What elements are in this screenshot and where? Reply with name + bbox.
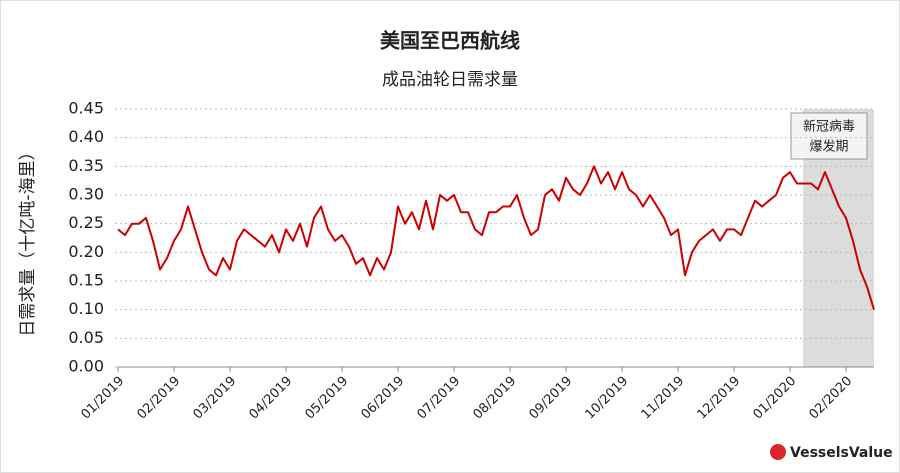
y-tick-label: 0.15 [68, 271, 104, 290]
y-tick-label: 0.10 [68, 299, 104, 318]
y-tick-label: 0.40 [68, 127, 104, 146]
chart-title: 美国至巴西航线 [380, 29, 520, 53]
logo-text: VesselsValue [790, 445, 893, 461]
y-tick-label: 0.30 [68, 185, 104, 204]
annotation-box [790, 112, 868, 160]
y-tick-label: 0.35 [68, 156, 104, 175]
y-axis-label: 日需求量（十亿吨-海里） [18, 143, 38, 336]
y-tick-label: 0.25 [68, 213, 104, 232]
y-tick-label: 0.05 [68, 328, 104, 347]
y-tick-label: 0.20 [68, 242, 104, 261]
data-line [117, 165, 875, 310]
y-tick-label: 0.00 [68, 357, 104, 376]
annotation-text: 爆发期 [809, 139, 848, 155]
chart-subtitle: 成品油轮日需求量 [382, 70, 518, 90]
y-tick-label: 0.45 [68, 99, 104, 118]
logo: VesselsValue [770, 444, 893, 461]
logo-icon [770, 444, 786, 460]
annotation-text: 新冠病毒 [803, 119, 855, 135]
